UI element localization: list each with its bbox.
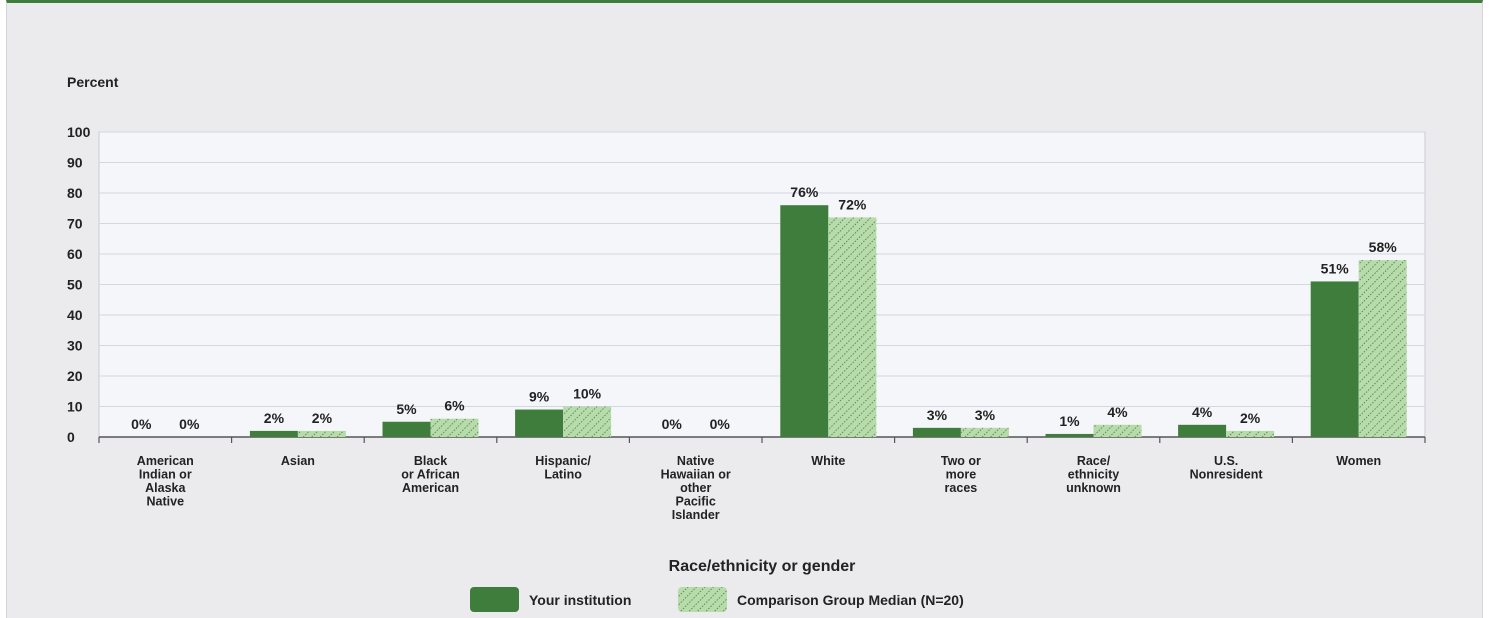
data-label: 0%: [179, 416, 200, 432]
y-tick-label: 60: [67, 246, 83, 262]
x-tick-label: U.S. Nonresident: [1190, 454, 1264, 482]
bar-your-institution: [515, 409, 564, 437]
y-tick-label: 100: [67, 124, 91, 140]
x-tick-label: Two or more races: [941, 454, 981, 495]
data-label: 0%: [131, 416, 152, 432]
x-tick-label: Race/ethnicity unknown: [1066, 454, 1121, 495]
bars: [249, 205, 1407, 437]
data-label: 1%: [1059, 413, 1080, 429]
data-label: 5%: [396, 401, 417, 417]
bar-comparison-group: [430, 418, 479, 437]
bar-your-institution: [1045, 433, 1094, 437]
data-labels: 0% 0% 2% 2% 5% 6% 9% 10% 0% 0% 76% 72% 3% 3% 1% 4% 4% 2% 5…: [131, 184, 1397, 432]
data-label: 6%: [444, 398, 465, 414]
data-label: 4%: [1107, 404, 1128, 420]
data-label: 76%: [790, 184, 819, 200]
y-axis-title: Percent: [67, 74, 119, 90]
data-label: 4%: [1192, 404, 1213, 420]
data-label: 2%: [312, 410, 333, 426]
gridlines: [98, 131, 1426, 438]
x-axis-title: Race/ethnicity or gender: [669, 558, 856, 575]
y-tick-label: 20: [67, 368, 83, 384]
y-tick-label: 30: [67, 338, 83, 354]
x-tick-label: Asian: [281, 454, 315, 468]
chart-panel: 0 10 20 30 40 50 60 70 80 90 100 American Indian or A…: [6, 0, 1483, 618]
y-tick-label: 40: [67, 307, 83, 323]
bar-comparison-group: [1358, 260, 1407, 437]
data-label: 0%: [710, 416, 731, 432]
data-label: 72%: [838, 196, 867, 212]
legend-label-comparison-group: Comparison Group Median (N=20): [737, 592, 964, 608]
x-tick-label: Hispanic/Latino: [535, 454, 591, 482]
y-tick-label: 80: [67, 185, 83, 201]
x-tick-label: Native Hawaiian or other Pacific Islander: [661, 454, 731, 522]
x-tick-label: White: [811, 454, 845, 468]
bar-chart: 0 10 20 30 40 50 60 70 80 90 100 American Indian or A…: [67, 74, 1426, 612]
bar-your-institution: [249, 430, 298, 437]
y-tick-label: 50: [67, 277, 83, 293]
bar-your-institution: [780, 205, 829, 437]
bar-comparison-group: [563, 406, 612, 437]
bar-comparison-group: [960, 427, 1009, 437]
data-label: 0%: [662, 416, 683, 432]
x-tick-label: Black or African American: [401, 454, 460, 495]
data-label: 3%: [927, 407, 948, 423]
data-label: 3%: [975, 407, 996, 423]
data-label: 10%: [573, 386, 602, 402]
legend-swatch-your-institution: [470, 587, 519, 612]
data-label: 9%: [529, 389, 550, 405]
y-tick-label: 70: [67, 216, 83, 232]
bar-your-institution: [1178, 424, 1227, 437]
data-label: 51%: [1321, 260, 1350, 276]
y-tick-label: 10: [67, 399, 83, 415]
legend-swatch-comparison-group: [678, 587, 727, 612]
legend-label-your-institution: Your institution: [529, 592, 631, 608]
x-tick-label: American Indian or Alaska Native: [137, 454, 194, 509]
data-label: 2%: [264, 410, 285, 426]
x-tick-label: Women: [1336, 454, 1381, 468]
bar-comparison-group: [1226, 430, 1275, 437]
bar-your-institution: [382, 421, 431, 437]
y-tick-label: 0: [67, 429, 75, 445]
legend: Your institution Comparison Group Median…: [470, 587, 964, 612]
bar-comparison-group: [1093, 424, 1142, 437]
bar-comparison-group: [828, 217, 877, 437]
bar-your-institution: [1310, 281, 1359, 437]
bar-your-institution: [912, 427, 961, 437]
bar-comparison-group: [297, 430, 346, 437]
y-tick-label: 90: [67, 155, 83, 171]
data-label: 58%: [1369, 239, 1398, 255]
data-label: 2%: [1240, 410, 1261, 426]
